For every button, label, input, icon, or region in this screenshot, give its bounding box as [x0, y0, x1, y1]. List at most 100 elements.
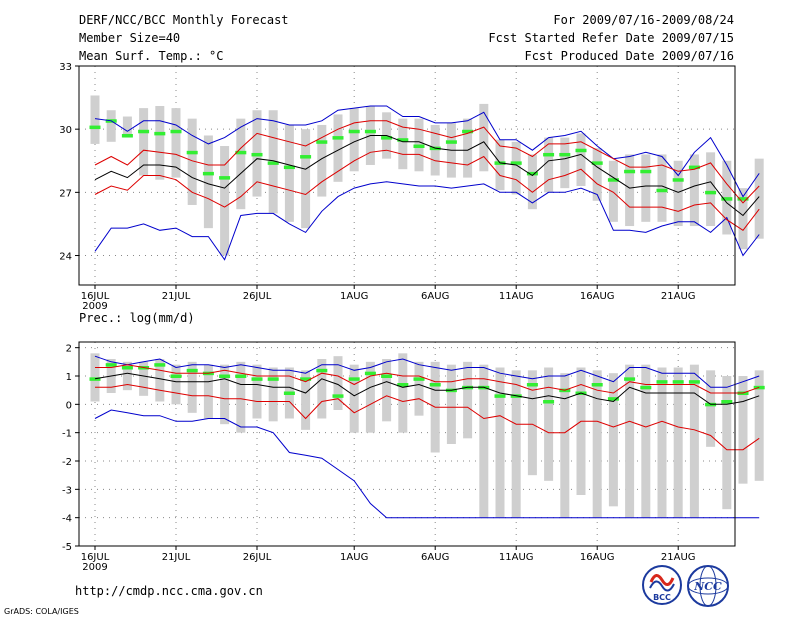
- x-tick-label: 16JUL: [81, 552, 110, 563]
- spread-box: [625, 154, 635, 227]
- obs-marker: [526, 383, 538, 387]
- x-tick-label: 11AUG: [499, 291, 534, 302]
- spread-box: [171, 108, 181, 178]
- spread-box: [673, 367, 683, 518]
- spread-box: [220, 146, 230, 256]
- obs-marker: [624, 169, 636, 174]
- obs-marker: [607, 397, 619, 401]
- y-tick-label: -1: [62, 429, 72, 440]
- obs-marker: [445, 140, 457, 144]
- obs-marker: [591, 161, 603, 165]
- spread-box: [511, 370, 521, 518]
- x-tick-label: 26JUL: [243, 552, 272, 563]
- y-tick-label: 0: [66, 400, 72, 411]
- obs-marker: [121, 366, 133, 370]
- spread-box: [187, 118, 197, 205]
- obs-marker: [267, 161, 279, 165]
- spread-box: [544, 137, 554, 193]
- upper-line: [94, 120, 760, 204]
- variable-label: Mean Surf. Temp.: °C: [79, 49, 224, 63]
- bcc-logo: BCC: [642, 565, 682, 605]
- lower-line: [95, 383, 760, 451]
- spread-box: [414, 361, 424, 416]
- x-tick-label: 16AUG: [580, 552, 615, 563]
- spread-box: [657, 367, 667, 518]
- spread-box: [122, 361, 132, 391]
- obs-marker: [559, 152, 571, 157]
- x-tick-label: 21JUL: [162, 291, 191, 302]
- min-line: [94, 409, 760, 519]
- spread-box: [738, 376, 748, 484]
- spread-box: [155, 359, 165, 402]
- spread-box: [544, 367, 554, 481]
- obs-marker: [219, 374, 231, 378]
- forecast-start-date: Fcst Started Refer Date 2009/07/15: [488, 31, 734, 45]
- obs-marker: [316, 140, 328, 144]
- obs-marker: [89, 377, 101, 381]
- obs-marker: [656, 188, 668, 193]
- spread-box: [738, 188, 748, 250]
- y-tick-label: 30: [59, 125, 72, 136]
- x-tick-label: 1AUG: [340, 291, 368, 302]
- obs-marker: [721, 400, 733, 404]
- spread-box: [479, 364, 489, 518]
- spread-box: [722, 376, 732, 510]
- obs-marker: [656, 380, 668, 384]
- y-tick-label: -2: [62, 457, 72, 468]
- spread-box: [301, 129, 311, 229]
- spread-box: [122, 116, 132, 138]
- obs-marker: [462, 129, 474, 134]
- spread-box: [754, 370, 764, 481]
- obs-marker: [543, 152, 555, 157]
- obs-marker: [591, 383, 603, 387]
- spread-box: [495, 367, 505, 518]
- x-tick-label: 21AUG: [661, 291, 696, 302]
- lower-line: [94, 149, 760, 231]
- spread-box: [139, 108, 149, 176]
- spread-box: [284, 124, 294, 222]
- spread-box: [463, 361, 473, 439]
- spread-box: [657, 154, 667, 222]
- spread-box: [398, 353, 408, 433]
- spread-box: [463, 118, 473, 178]
- obs-marker: [543, 400, 555, 404]
- obs-marker: [219, 176, 231, 180]
- y-tick-label: 27: [59, 188, 72, 199]
- bcc-logo-text: BCC: [653, 593, 671, 602]
- spread-box: [625, 364, 635, 518]
- y-tick-label: -3: [62, 485, 72, 496]
- obs-marker: [672, 380, 684, 384]
- x-tick-label: 1AUG: [340, 552, 368, 563]
- spread-box: [333, 114, 343, 182]
- y-tick-label: -5: [62, 542, 72, 553]
- x-tick-label: 26JUL: [243, 291, 272, 302]
- spread-box: [592, 370, 602, 518]
- spread-box: [382, 359, 392, 422]
- x-tick-label: 6AUG: [421, 291, 449, 302]
- forecast-produced-date: Fcst Produced Date 2009/07/16: [524, 49, 734, 63]
- spread-box: [641, 154, 651, 222]
- ncc-logo: NCC: [687, 565, 729, 607]
- spread-box: [187, 361, 197, 413]
- obs-marker: [251, 152, 263, 157]
- spread-box: [592, 148, 602, 201]
- obs-marker: [89, 125, 101, 130]
- spread-box: [333, 356, 343, 410]
- obs-marker: [413, 144, 425, 149]
- spread-box: [171, 364, 181, 405]
- spread-box: [511, 141, 521, 195]
- obs-marker: [202, 171, 214, 176]
- footer-url[interactable]: http://cmdp.ncc.cma.gov.cn: [75, 584, 263, 598]
- obs-marker: [688, 165, 700, 170]
- spread-box: [527, 370, 537, 476]
- obs-marker: [494, 394, 506, 398]
- spread-box: [365, 361, 375, 433]
- spread-box: [608, 160, 618, 222]
- spread-box: [560, 137, 570, 189]
- obs-marker: [300, 377, 312, 381]
- obs-marker: [575, 148, 587, 153]
- spread-box: [349, 108, 359, 172]
- spread-box: [576, 133, 586, 187]
- max-line: [94, 105, 760, 198]
